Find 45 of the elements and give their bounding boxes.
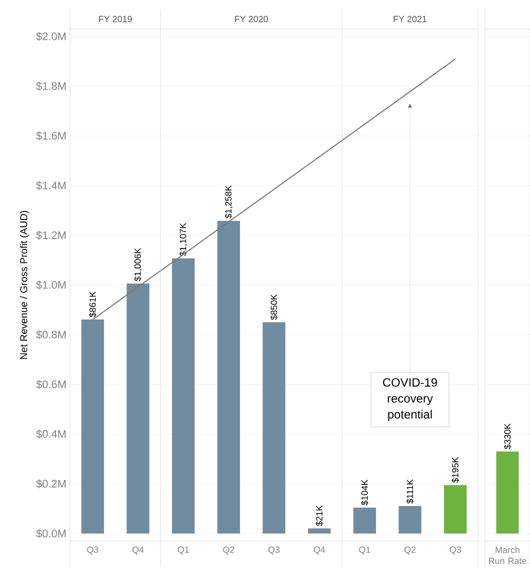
bar	[444, 485, 467, 534]
x-tick-label: Q3	[450, 546, 461, 554]
bar	[398, 506, 422, 534]
data-label: $1,107K	[179, 222, 188, 256]
y-tick-label: $1.6M	[36, 131, 66, 140]
bar	[126, 284, 150, 534]
y-tick-label: $0.8M	[36, 330, 66, 340]
data-label: $1,006K	[134, 248, 142, 282]
text: FY 2020	[235, 16, 268, 22]
bar	[353, 508, 376, 534]
data-label: $1,258K	[224, 185, 233, 219]
bar	[217, 220, 240, 534]
bar	[262, 322, 286, 534]
bar	[81, 320, 104, 534]
y-tick-label: $2.0M	[36, 32, 66, 41]
bar	[172, 258, 195, 534]
data-label: $861K	[89, 292, 96, 318]
y-tick-label: $0.0M	[36, 529, 66, 538]
x-tick-label: Q4	[132, 546, 144, 554]
x-tick-label: Q1	[359, 546, 370, 554]
y-tick-label: $1.2M	[36, 230, 66, 240]
text: FY 2019	[99, 16, 132, 22]
x-tick-label: Q2	[223, 546, 234, 554]
x-tick-label: Q2	[404, 546, 416, 554]
y-tick-label: $1.4M	[36, 181, 66, 190]
bar	[308, 528, 331, 534]
data-label: $330K	[504, 424, 512, 450]
y-axis-title: Net Revenue / Gross Profit (AUD)	[20, 210, 30, 359]
y-tick-label: $0.6M	[36, 380, 66, 389]
x-tick-label: Q4	[314, 546, 326, 554]
data-label: $21K	[316, 505, 323, 526]
x-tick-label: Q3	[268, 546, 280, 554]
y-tick-label: $0.4M	[36, 430, 66, 439]
data-label: $850K	[270, 294, 278, 320]
data-label: $195K	[452, 457, 459, 483]
y-tick-label: $1.0M	[36, 280, 66, 290]
x-tick-label: Q3	[87, 546, 98, 554]
x-tick-label: Q1	[178, 546, 189, 554]
annotation: COVID-19 recovery potential	[383, 378, 437, 421]
y-tick-label: $0.2M	[36, 479, 66, 488]
y-tick-label: $1.8M	[36, 82, 66, 91]
x-tick-label: March Run Rate	[489, 546, 526, 564]
data-label: $104K	[361, 480, 368, 506]
text: FY 2021	[394, 16, 426, 22]
data-label: $111K	[406, 479, 414, 504]
